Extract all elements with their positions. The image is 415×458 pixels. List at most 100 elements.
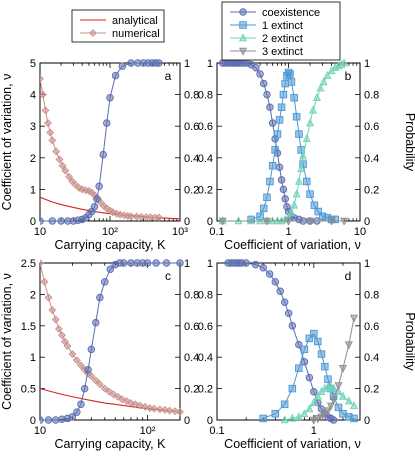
data-point [48,217,57,225]
data-point [344,396,353,405]
data-point [251,260,260,269]
data-point [90,203,99,211]
y-tick-label-left: 2 [30,153,36,165]
data-point [284,217,293,225]
data-point [338,391,347,400]
data-point [65,172,73,181]
x-axis-label: Carrying capacity, K [55,437,167,451]
data-point [256,70,264,78]
y-tick-label-right: 0.8 [364,90,379,102]
data-point [40,74,44,83]
data-point [44,119,52,127]
data-point [344,341,353,350]
data-point [300,358,309,366]
data-point [276,287,284,296]
series-coexistence [40,59,163,225]
x-tick-label: 10 [34,425,46,437]
data-point [131,400,140,409]
y-tick-label-right: 0.6 [184,321,199,333]
data-point [52,147,61,156]
y-tick-label-right: 0.2 [184,184,199,196]
data-point [61,166,70,175]
data-point [292,189,301,198]
data-point [271,146,279,154]
data-point [324,375,332,383]
data-point [305,217,315,225]
panel-letter: b [345,69,352,83]
y-tick-label-left: 1 [30,352,36,364]
data-point [297,164,306,173]
data-point [154,213,163,222]
panel-letter: d [345,269,352,283]
y-tick-label-left: 0.4 [198,352,213,364]
y-tick-label-left: 1 [30,184,36,196]
data-point [281,195,289,203]
legend-entry: 3 extinct [230,46,303,58]
x-axis-label: Carrying capacity, K [55,238,167,252]
data-point [280,400,289,409]
data-point [99,150,107,159]
data-point [80,384,89,393]
data-point [277,103,286,111]
data-point [321,362,329,371]
data-point [312,92,321,102]
data-point [101,278,109,286]
data-point [273,130,282,138]
data-point [300,345,309,354]
panel-letter: a [165,69,172,83]
data-point [57,217,65,225]
y-tick-label-left: 0.6 [198,321,213,333]
y-tick-label-left: 5 [30,58,36,70]
panel-d: 0.1 100.20.40.60.8100.20.40.60.81Coeffici… [198,258,415,451]
data-point [263,90,271,99]
y-tick-label-left: 0.5 [21,384,36,396]
y-tick-label-left: 0.2 [198,384,213,396]
data-point [320,410,329,419]
y-axis-label-right: Probability [403,312,415,371]
y-tick-label-left: 0 [30,415,36,427]
data-point [176,407,184,416]
data-point [284,309,293,317]
data-point [334,382,343,391]
x-tick-label: 10³ [172,226,188,238]
data-point [55,325,63,333]
data-point [306,190,314,198]
data-point [152,259,160,267]
legend-label: 1 extinct [262,20,303,32]
series-3-extinct [309,314,359,424]
data-point [275,116,284,124]
data-point [263,193,271,202]
panel-b: 0.1 1 1000.20.40.60.8100.20.40.60.81Coeffi… [198,58,415,252]
data-point [55,155,64,164]
y-tick-label-right: 0.4 [364,153,379,165]
legend-label: numerical [112,28,160,40]
x-tick-label: 10 [354,226,366,238]
data-point [314,337,322,346]
data-point [63,341,72,350]
data-point [218,217,227,225]
data-point [350,414,358,423]
y-tick-label-right: 1 [184,258,190,270]
y-tick-label-right: 0.4 [364,352,379,364]
data-point [329,383,338,392]
x-tick-label: 10 [34,226,46,238]
y-tick-label-left: 0.4 [198,153,213,165]
y-axis-label-right: Probability [403,113,415,172]
data-point [266,177,274,186]
data-point [40,259,44,267]
data-point [41,106,50,115]
series-1-extinct [259,329,358,423]
data-point [294,176,303,185]
data-point [259,79,268,88]
data-point [40,90,47,99]
y-tick-label-left: 3 [30,121,36,133]
y-tick-label-right: 0.4 [184,352,199,364]
data-point [162,259,171,267]
data-point [242,259,250,267]
y-tick-label-right: 0.2 [184,384,199,396]
data-point [288,384,297,393]
data-point [309,416,318,424]
data-point [68,413,77,421]
data-point [265,270,274,278]
